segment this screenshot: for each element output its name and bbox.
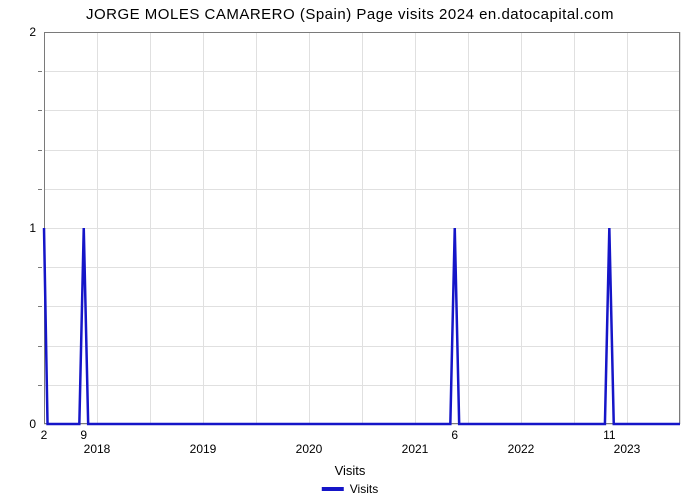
ytick-label: 0	[29, 417, 36, 431]
xtick-label: 2021	[402, 442, 429, 456]
ytick-minor-dash	[38, 189, 42, 190]
data-point-label: 2	[41, 428, 48, 442]
ytick-minor-dash	[38, 346, 42, 347]
legend-label: Visits	[350, 482, 378, 496]
series-polyline	[44, 228, 680, 424]
xtick-label: 2019	[190, 442, 217, 456]
ytick-label: 2	[29, 25, 36, 39]
line-chart: JORGE MOLES CAMARERO (Spain) Page visits…	[0, 0, 700, 500]
legend-swatch	[322, 487, 344, 491]
xtick-label: 2020	[296, 442, 323, 456]
ytick-minor-dash	[38, 385, 42, 386]
data-point-label: 9	[80, 428, 87, 442]
chart-legend: Visits	[322, 482, 378, 496]
xtick-label: 2023	[614, 442, 641, 456]
ytick-minor-dash	[38, 150, 42, 151]
ytick-label: 1	[29, 221, 36, 235]
xtick-label: 2022	[508, 442, 535, 456]
ytick-minor-dash	[38, 267, 42, 268]
chart-title: JORGE MOLES CAMARERO (Spain) Page visits…	[0, 6, 700, 23]
data-point-label: 6	[451, 428, 458, 442]
ytick-minor-dash	[38, 110, 42, 111]
line-series	[44, 32, 680, 424]
ytick-minor-dash	[38, 71, 42, 72]
gridline-v	[680, 32, 681, 424]
ytick-minor-dash	[38, 306, 42, 307]
x-axis-label: Visits	[335, 463, 366, 478]
data-point-label: 11	[603, 428, 615, 442]
plot-area	[44, 32, 680, 424]
xtick-label: 2018	[84, 442, 111, 456]
